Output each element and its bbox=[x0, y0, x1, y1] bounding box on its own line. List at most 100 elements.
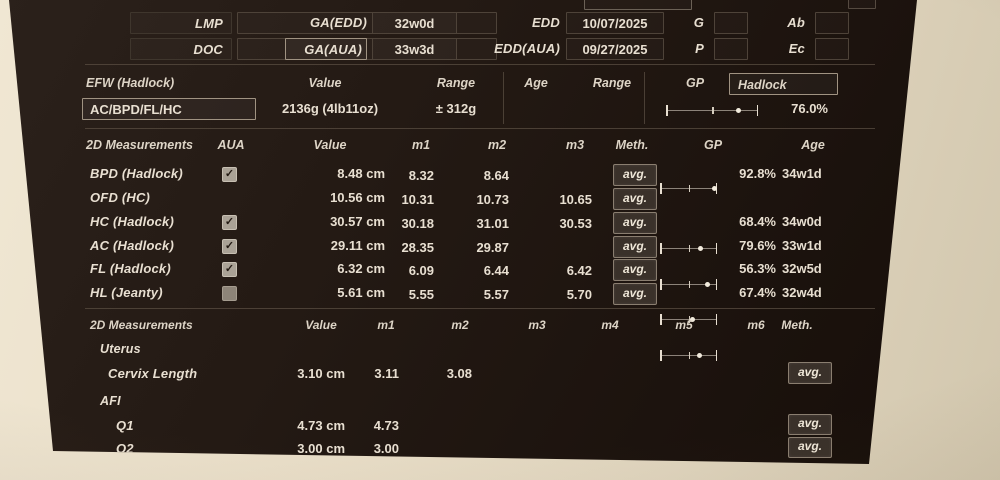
doc-label: DOC bbox=[193, 42, 223, 57]
row-m1: 5.55 bbox=[408, 287, 434, 302]
q2-value: 3.00 cm bbox=[297, 441, 345, 456]
m2d-col-value: Value bbox=[313, 138, 347, 152]
ga-edd-value: 32w0d bbox=[372, 12, 457, 34]
avg-method-button[interactable]: avg. bbox=[613, 164, 657, 186]
m2d-col-m1: m1 bbox=[411, 138, 431, 152]
cervix-m1: 3.11 bbox=[374, 366, 399, 381]
ga-edd-label: GA(EDD) bbox=[309, 15, 367, 30]
aua-checkbox[interactable] bbox=[222, 286, 237, 301]
doc-value-field[interactable] bbox=[237, 38, 497, 60]
avg-method-button[interactable]: avg. bbox=[788, 414, 832, 435]
gp-bar bbox=[660, 278, 717, 290]
row-gp-percent: 92.8% bbox=[739, 166, 776, 181]
row-label: FL (Hadlock) bbox=[90, 261, 171, 276]
avg-method-button[interactable]: avg. bbox=[613, 283, 657, 305]
efw-col-range2: Range bbox=[592, 76, 632, 90]
row-value: 6.32 cm bbox=[337, 261, 385, 276]
section-uterus: Uterus bbox=[100, 342, 141, 356]
edd-aua-label: EDD(AUA) bbox=[494, 41, 560, 56]
row-m2: 5.57 bbox=[483, 287, 509, 302]
efw-table-label: Hadlock bbox=[738, 78, 787, 92]
cervix-value: 3.10 cm bbox=[297, 366, 345, 381]
divider bbox=[503, 72, 504, 124]
gravida-label: G bbox=[693, 15, 704, 30]
avg-method-button[interactable]: avg. bbox=[613, 236, 657, 258]
row-label: HC (Hadlock) bbox=[90, 214, 175, 229]
m2d-col-gp: GP bbox=[703, 138, 723, 152]
q1-value: 4.73 cm bbox=[297, 418, 345, 433]
cutoff-box-small bbox=[848, 0, 876, 9]
gp-bar bbox=[660, 349, 717, 361]
row-m2: 29.87 bbox=[476, 240, 509, 255]
row-m1: 28.35 bbox=[401, 240, 434, 255]
row-m3: 30.53 bbox=[559, 216, 592, 231]
efw-method-select[interactable]: AC/BPD/FL/HC bbox=[82, 98, 256, 120]
efw-col-value: Value bbox=[308, 76, 342, 90]
row-age: 33w1d bbox=[782, 238, 822, 253]
ab-label: Ab bbox=[787, 15, 805, 30]
q2-label: Q2 bbox=[116, 441, 134, 456]
section-afi: AFI bbox=[100, 394, 121, 408]
aua-checkbox[interactable]: ✓ bbox=[222, 215, 237, 230]
row-gp-percent: 67.4% bbox=[739, 285, 776, 300]
ab-field[interactable] bbox=[815, 12, 849, 34]
row-m1: 8.32 bbox=[408, 168, 434, 183]
m2d-col-m2: m2 bbox=[487, 138, 507, 152]
divider bbox=[85, 128, 875, 129]
ga-aua-value: 33w3d bbox=[372, 38, 457, 60]
row-m1: 10.31 bbox=[401, 192, 434, 207]
efw-value: 2136g (4lb11oz) bbox=[281, 101, 379, 116]
cervix-m2: 3.08 bbox=[446, 366, 472, 381]
ec-field[interactable] bbox=[815, 38, 849, 60]
row-m2: 8.64 bbox=[483, 168, 509, 183]
avg-method-button[interactable]: avg. bbox=[613, 259, 657, 281]
ga-aua-label-cell[interactable]: GA(AUA) bbox=[285, 38, 367, 60]
row-value: 5.61 cm bbox=[337, 285, 385, 300]
m2d-col-meth: Meth. bbox=[615, 138, 649, 152]
efw-col-range: Range bbox=[436, 76, 476, 90]
m2d2-col-m5: m5 bbox=[675, 318, 693, 332]
doc-label-cell: DOC bbox=[130, 38, 232, 60]
q1-label: Q1 bbox=[116, 418, 134, 433]
row-value: 8.48 cm bbox=[337, 166, 385, 181]
edd-label: EDD bbox=[531, 15, 560, 30]
ec-label: Ec bbox=[788, 41, 805, 56]
row-label: HL (Jeanty) bbox=[90, 285, 163, 300]
edd-value: 10/07/2025 bbox=[566, 12, 664, 34]
m2d2-col-m6: m6 bbox=[747, 318, 765, 332]
edd-aua-value: 09/27/2025 bbox=[566, 38, 664, 60]
cervix-label: Cervix Length bbox=[108, 366, 198, 381]
row-m1: 30.18 bbox=[401, 216, 434, 231]
aua-checkbox[interactable]: ✓ bbox=[222, 239, 237, 254]
aua-checkbox[interactable]: ✓ bbox=[222, 262, 237, 277]
row-m2: 10.73 bbox=[476, 192, 509, 207]
m2d2-col-meth: Meth. bbox=[781, 318, 813, 332]
m2d2-title: 2D Measurements bbox=[90, 318, 193, 332]
avg-method-button[interactable]: avg. bbox=[613, 188, 657, 210]
para-field[interactable] bbox=[714, 38, 748, 60]
m2d-col-m3: m3 bbox=[565, 138, 585, 152]
row-gp-percent: 79.6% bbox=[739, 238, 776, 253]
lmp-value-field[interactable] bbox=[237, 12, 497, 34]
avg-method-button[interactable]: avg. bbox=[788, 362, 832, 384]
row-m2: 31.01 bbox=[476, 216, 509, 231]
efw-range: ± 312g bbox=[435, 101, 477, 116]
m2d-col-aua: AUA bbox=[217, 138, 245, 152]
gp-bar bbox=[660, 242, 717, 254]
m2d2-col-m1: m1 bbox=[377, 318, 395, 332]
ga-aua-label: GA(AUA) bbox=[304, 42, 362, 57]
row-age: 32w4d bbox=[782, 285, 822, 300]
cutoff-box bbox=[584, 0, 692, 10]
avg-method-button[interactable]: avg. bbox=[788, 437, 832, 458]
row-value: 30.57 cm bbox=[330, 214, 385, 229]
avg-method-button[interactable]: avg. bbox=[613, 212, 657, 234]
gravida-field[interactable] bbox=[714, 12, 748, 34]
aua-checkbox[interactable]: ✓ bbox=[222, 167, 237, 182]
row-value: 10.56 cm bbox=[330, 190, 385, 205]
row-gp-percent: 68.4% bbox=[739, 214, 776, 229]
m2d2-col-m3: m3 bbox=[528, 318, 546, 332]
efw-table-select[interactable]: Hadlock bbox=[729, 73, 838, 95]
divider bbox=[85, 308, 875, 309]
row-label: AC (Hadlock) bbox=[90, 238, 175, 253]
